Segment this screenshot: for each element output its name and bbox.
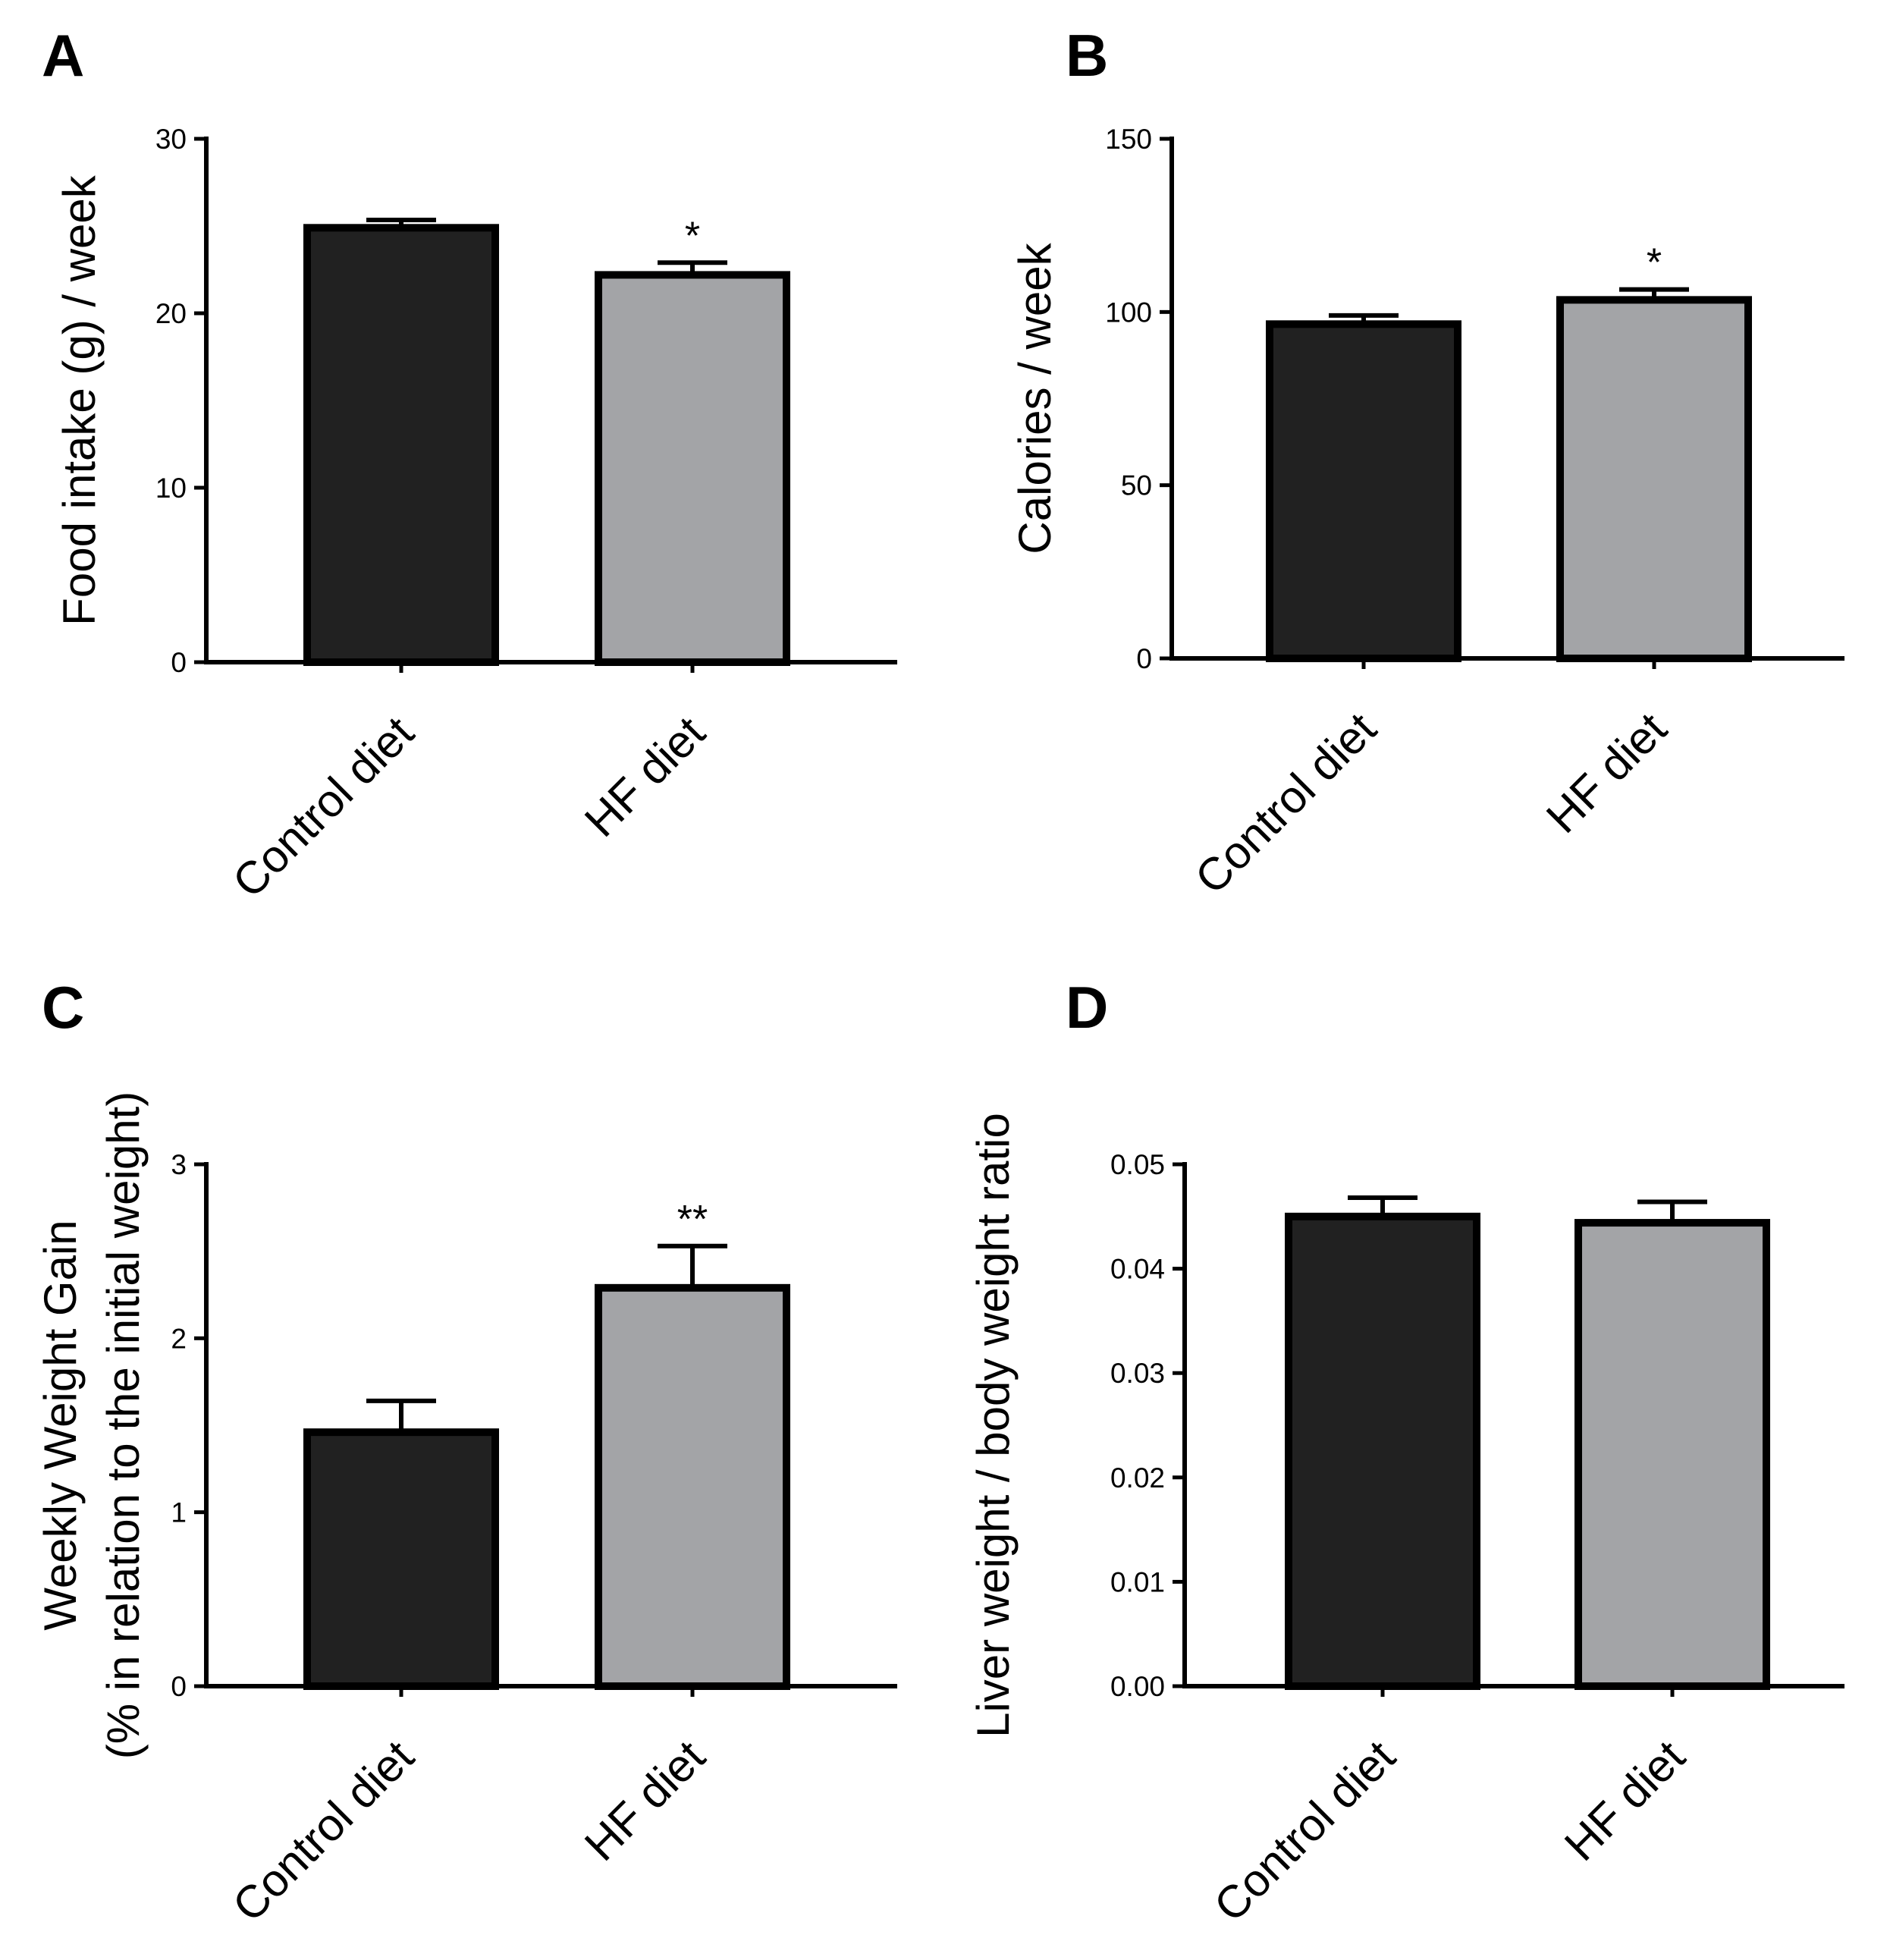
bar (1574, 1219, 1770, 1690)
y-tick-label: 10 (155, 473, 187, 504)
y-axis-title: Calories / week (1009, 242, 1060, 554)
y-axis-title: (% in relation to the initial weight) (98, 1092, 149, 1759)
significance-marker: ** (677, 1198, 708, 1242)
y-tick-label: 0.05 (1110, 1149, 1165, 1180)
bar (595, 271, 790, 666)
y-axis-title: Food intake (g) / week (54, 174, 105, 626)
bar (1266, 320, 1461, 662)
y-tick-label: 3 (171, 1149, 187, 1180)
bar (303, 1428, 499, 1690)
category-label: HF diet (575, 707, 714, 847)
y-tick-label: 30 (155, 124, 187, 155)
panel-c: C ** 0 1 2 3 Control diet HF diet Weekly Weight … (35, 974, 897, 1931)
category-label: HF diet (575, 1731, 714, 1870)
panel-d: D 0.00 0.01 0.02 0.03 0.04 0.05 Control diet HF … (968, 974, 1844, 1931)
category-label: Control diet (223, 707, 424, 908)
y-tick-label: 50 (1121, 470, 1152, 501)
significance-marker: * (685, 214, 700, 258)
panel-label: C (42, 974, 84, 1041)
y-tick-label: 0.00 (1110, 1671, 1165, 1702)
panel-label: B (1066, 22, 1108, 89)
y-tick-label: 20 (155, 298, 187, 329)
category-label: Control diet (1204, 1731, 1405, 1932)
y-tick-label: 0.04 (1110, 1254, 1165, 1285)
y-tick-label: 100 (1105, 297, 1152, 328)
y-tick-label: 0 (1136, 643, 1152, 674)
bar (303, 224, 499, 666)
panel-b: B * 0 50 100 150 Control diet HF diet Calories /… (1009, 22, 1844, 903)
y-tick-label: 0.02 (1110, 1462, 1165, 1494)
category-label: HF diet (1537, 703, 1676, 843)
y-tick-label: 0 (171, 1671, 187, 1702)
bar (1556, 296, 1752, 662)
y-tick-label: 0.03 (1110, 1358, 1165, 1389)
panel-a: A * 0 10 20 30 Control diet HF diet Food intake … (42, 22, 897, 907)
error-bar (658, 1243, 727, 1288)
category-label: Control diet (223, 1731, 424, 1932)
y-tick-label: 2 (171, 1323, 187, 1354)
y-tick-label: 150 (1105, 124, 1152, 155)
y-tick-label: 0 (171, 647, 187, 678)
category-label: Control diet (1185, 703, 1386, 904)
category-label: HF diet (1555, 1731, 1694, 1870)
y-tick-label: 1 (171, 1497, 187, 1528)
panel-label: D (1066, 974, 1108, 1041)
panel-label: A (42, 22, 84, 89)
y-tick-label: 0.01 (1110, 1566, 1165, 1597)
significance-marker: * (1647, 241, 1662, 285)
y-axis-title: Liver weight / body weight ratio (968, 1113, 1019, 1738)
bar (1285, 1212, 1480, 1691)
bar (595, 1283, 790, 1690)
y-axis-title: Weekly Weight Gain (35, 1220, 86, 1630)
error-bar (366, 1398, 436, 1433)
